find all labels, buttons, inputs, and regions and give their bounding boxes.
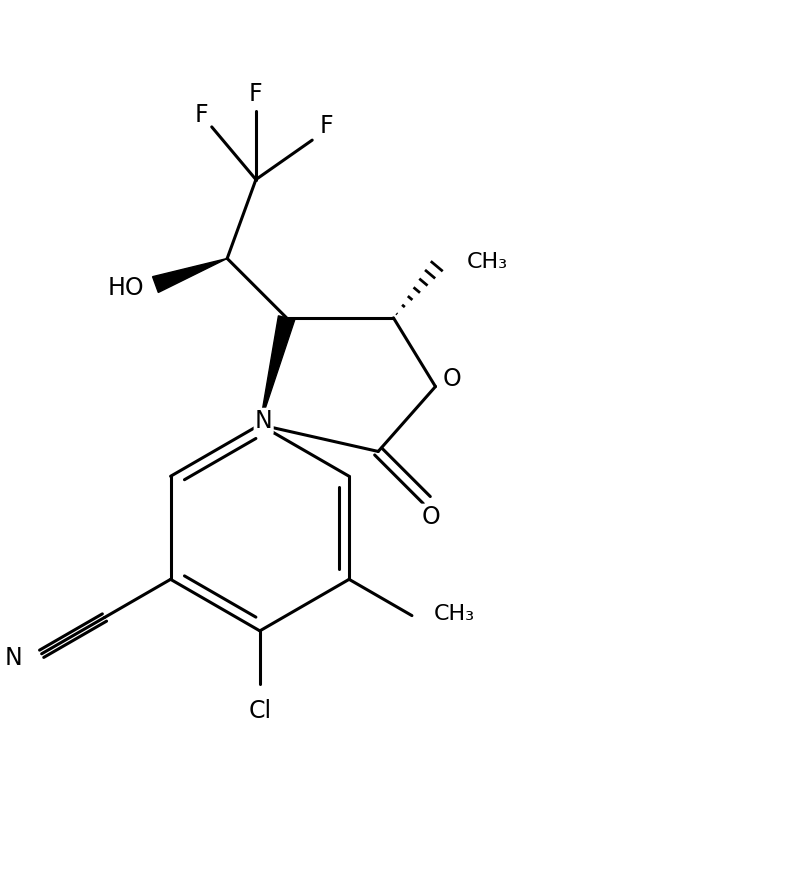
Text: F: F	[320, 114, 334, 138]
Polygon shape	[153, 259, 227, 292]
Text: F: F	[194, 104, 208, 128]
Polygon shape	[260, 316, 294, 425]
Text: O: O	[421, 505, 440, 529]
Text: O: O	[443, 367, 462, 391]
Text: CH₃: CH₃	[434, 604, 475, 624]
Text: HO: HO	[107, 276, 144, 300]
Text: CH₃: CH₃	[467, 253, 508, 272]
Text: Cl: Cl	[248, 699, 272, 723]
Text: N: N	[255, 409, 272, 433]
Text: F: F	[249, 82, 263, 106]
Text: N: N	[5, 646, 23, 670]
